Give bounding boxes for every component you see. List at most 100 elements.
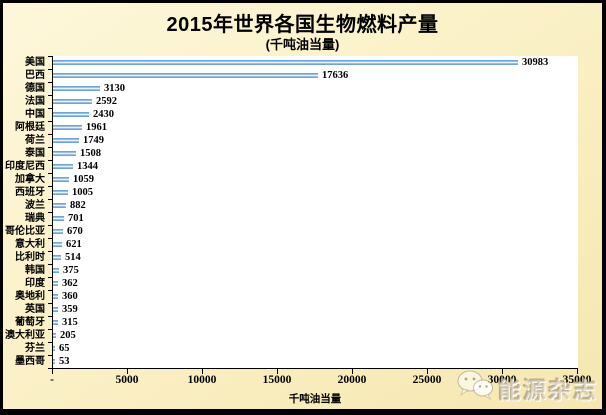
bar [53, 138, 79, 143]
x-axis-tick [427, 369, 428, 374]
bar [53, 359, 55, 364]
chart-title: 2015年世界各国生物燃料产量 [166, 14, 439, 36]
value-label: 205 [60, 330, 76, 341]
category-label: 比利时 [15, 252, 45, 263]
category-label: 哥伦比亚 [5, 226, 45, 237]
category-label: 葡萄牙 [15, 317, 45, 328]
value-label: 514 [65, 252, 81, 263]
bar [53, 112, 89, 117]
category-label: 芬兰 [25, 343, 45, 354]
category-label: 荷兰 [25, 135, 45, 146]
x-tick-label: 30000 [487, 374, 517, 386]
category-label: 法国 [25, 96, 45, 107]
value-label: 362 [62, 278, 78, 289]
bar [53, 320, 58, 325]
x-tick-label: 35000 [562, 374, 592, 386]
value-label: 1005 [72, 187, 93, 198]
y-axis-tick [48, 186, 52, 187]
value-label: 1961 [86, 122, 107, 133]
x-tick-label: - [50, 374, 54, 386]
y-axis-tick [48, 264, 52, 265]
value-label: 882 [70, 200, 86, 211]
bar [53, 73, 318, 78]
bar [53, 99, 92, 104]
x-tick-label: 5000 [115, 374, 139, 386]
y-axis-tick [48, 225, 52, 226]
value-label: 65 [59, 343, 70, 354]
value-label: 701 [68, 213, 84, 224]
y-axis-tick [48, 368, 52, 369]
y-axis-tick [48, 329, 52, 330]
bar [53, 60, 518, 65]
y-axis-tick [48, 69, 52, 70]
category-label: 瑞典 [25, 213, 45, 224]
value-label: 2592 [96, 96, 117, 107]
y-axis-tick [48, 251, 52, 252]
bar [53, 151, 76, 156]
category-label: 印度 [25, 278, 45, 289]
bar [53, 203, 66, 208]
x-axis-tick [277, 369, 278, 374]
bar [53, 164, 73, 169]
bar [53, 307, 58, 312]
bar [53, 190, 68, 195]
category-label: 西班牙 [15, 187, 45, 198]
x-axis-label: 千吨油当量 [288, 393, 342, 405]
value-label: 359 [62, 304, 78, 315]
y-axis-tick [48, 147, 52, 148]
category-label: 澳大利亚 [5, 330, 45, 341]
y-axis-tick [48, 173, 52, 174]
y-axis-tick [48, 56, 52, 57]
value-label: 670 [67, 226, 83, 237]
chart-subtitle: (千吨油当量) [265, 37, 340, 52]
bar [53, 294, 58, 299]
x-tick-label: 10000 [187, 374, 217, 386]
bar [53, 242, 62, 247]
value-label: 17636 [322, 70, 349, 81]
y-axis-tick [48, 316, 52, 317]
value-label: 1749 [83, 135, 104, 146]
category-label: 奥地利 [15, 291, 45, 302]
bar [53, 216, 64, 221]
value-label: 30983 [522, 57, 549, 68]
bar [53, 346, 55, 351]
y-axis-tick [48, 212, 52, 213]
category-label: 英国 [25, 304, 45, 315]
category-label: 阿根廷 [15, 122, 45, 133]
x-axis-tick [52, 369, 53, 374]
y-axis-tick [48, 277, 52, 278]
y-axis-tick [48, 82, 52, 83]
y-axis-tick [48, 108, 52, 109]
y-axis-tick [48, 355, 52, 356]
y-axis-tick [48, 290, 52, 291]
bar [53, 255, 61, 260]
category-label: 韩国 [25, 265, 45, 276]
y-axis-tick [48, 342, 52, 343]
bar [53, 229, 63, 234]
value-label: 1059 [73, 174, 94, 185]
x-tick-label: 25000 [412, 374, 442, 386]
value-label: 1344 [77, 161, 98, 172]
y-axis-tick [48, 121, 52, 122]
bar [53, 281, 58, 286]
category-label: 墨西哥 [15, 356, 45, 367]
category-label: 德国 [25, 83, 45, 94]
x-axis-tick [202, 369, 203, 374]
y-axis-tick [48, 95, 52, 96]
category-label: 泰国 [25, 148, 45, 159]
category-label: 美国 [25, 57, 45, 68]
x-axis-tick [577, 369, 578, 374]
value-label: 375 [63, 265, 79, 276]
y-axis-tick [48, 134, 52, 135]
y-axis-tick [48, 303, 52, 304]
x-axis-tick [352, 369, 353, 374]
bar [53, 177, 69, 182]
x-tick-label: 15000 [262, 374, 292, 386]
value-label: 315 [62, 317, 78, 328]
category-label: 意大利 [15, 239, 45, 250]
category-label: 中国 [25, 109, 45, 120]
bar [53, 268, 59, 273]
category-label: 巴西 [25, 70, 45, 81]
bar [53, 333, 56, 338]
